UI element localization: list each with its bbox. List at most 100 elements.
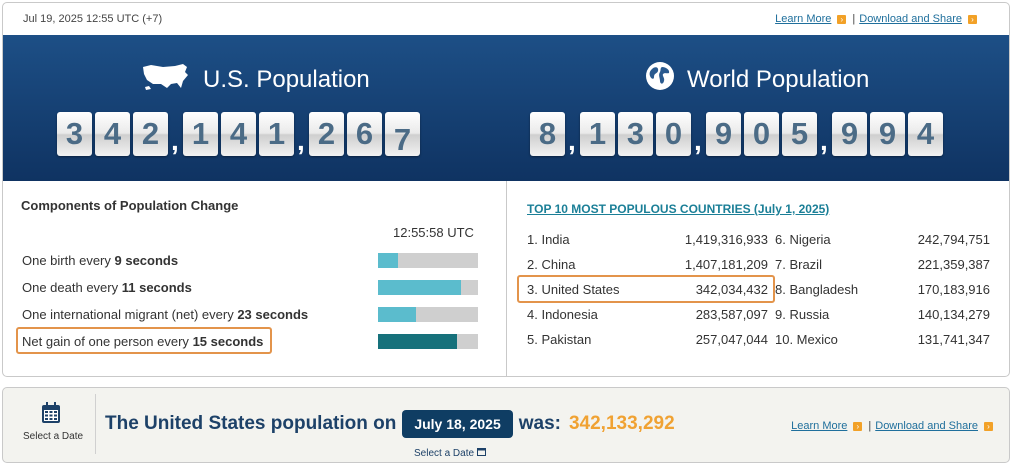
net-gain-progress-fill <box>378 334 457 349</box>
counter-digit: 7 <box>385 112 420 157</box>
counter-digit: 2 <box>133 112 168 156</box>
download-share-link[interactable]: Download and Share <box>875 420 978 432</box>
counter-digit: 5 <box>782 112 817 156</box>
components-of-change: Components of Population Change 12:55:58… <box>3 181 506 376</box>
population-on-date-value: 342,133,292 <box>568 413 675 434</box>
section-divider <box>506 181 507 376</box>
bottom-links: Learn More › | Download and Share › <box>791 420 999 432</box>
counter-comma: , <box>820 125 828 156</box>
death-interval: 11 seconds <box>121 280 192 295</box>
components-time: 12:55:58 UTC <box>393 225 474 240</box>
counter-digit: 9 <box>870 112 905 156</box>
top-10-title-link[interactable]: TOP 10 MOST POPULOUS COUNTRIES (July 1, … <box>527 202 830 216</box>
us-population-title: U.S. Population <box>203 65 370 93</box>
birth-label: One birth every <box>22 253 115 268</box>
migrant-label: One international migrant (net) every <box>22 307 238 322</box>
country-population: 1,419,316,933 <box>684 232 768 247</box>
counter-digit: 1 <box>580 112 615 156</box>
select-date-link-label[interactable]: Select a Date <box>414 447 475 459</box>
counter-comma: , <box>694 125 702 156</box>
birth-row: One birth every 9 seconds <box>22 253 178 268</box>
death-row: One death every 11 seconds <box>22 280 192 295</box>
top-10-countries: TOP 10 MOST POPULOUS COUNTRIES (July 1, … <box>507 181 1009 376</box>
top-bar: Jul 19, 2025 12:55 UTC (+7) Learn More ›… <box>3 3 1009 35</box>
select-date-link[interactable]: Select a Date <box>414 447 487 459</box>
country-name: 10. Mexico <box>775 332 838 347</box>
world-population-title: World Population <box>687 65 870 93</box>
components-title: Components of Population Change <box>21 198 239 213</box>
population-on-date-card: Select a Date The United States populati… <box>2 387 1010 463</box>
death-label: One death every <box>22 280 122 295</box>
counter-comma: , <box>568 125 576 156</box>
timestamp: Jul 19, 2025 12:55 UTC (+7) <box>23 13 163 25</box>
select-date-label[interactable]: Select a Date <box>23 431 84 442</box>
country-population: 221,359,387 <box>917 257 990 272</box>
arrow-right-icon[interactable]: › <box>837 14 847 24</box>
country-name: 7. Brazil <box>775 257 822 272</box>
net-gain-label: Net gain of one person every <box>22 334 193 349</box>
counter-digit: 0 <box>656 112 691 156</box>
birth-progress-bar <box>378 253 478 268</box>
country-population: 257,047,044 <box>695 332 768 347</box>
counter-digit: 4 <box>908 112 943 156</box>
country-name: 8. Bangladesh <box>775 282 859 297</box>
counter-comma: , <box>171 125 179 156</box>
arrow-right-icon[interactable]: › <box>968 14 977 24</box>
date-picker-button[interactable]: July 18, 2025 <box>402 410 513 438</box>
link-separator: | <box>852 13 856 25</box>
link-separator: | <box>868 420 872 432</box>
net-gain-interval: 15 seconds <box>192 334 264 349</box>
birth-interval: 9 seconds <box>114 253 179 268</box>
country-population: 1,407,181,209 <box>684 257 768 272</box>
country-population: 342,034,432 <box>695 282 768 297</box>
population-clock-card: Jul 19, 2025 12:55 UTC (+7) Learn More ›… <box>2 2 1010 377</box>
counter-comma: , <box>297 125 305 156</box>
death-progress-fill <box>378 280 461 295</box>
country-population: 140,134,279 <box>917 307 990 322</box>
calendar-icon[interactable] <box>477 447 487 459</box>
net-gain-row: Net gain of one person every 15 seconds <box>22 334 263 349</box>
download-share-link[interactable]: Download and Share <box>859 13 962 25</box>
country-name: 9. Russia <box>775 307 830 322</box>
net-gain-highlight <box>16 327 272 354</box>
calendar-icon[interactable] <box>41 402 61 429</box>
migrant-row: One international migrant (net) every 23… <box>22 307 308 322</box>
learn-more-link[interactable]: Learn More <box>775 13 832 25</box>
net-gain-progress-bar <box>378 334 478 349</box>
us-population-heading: U.S. Population <box>141 61 370 98</box>
counter-digit: 4 <box>221 112 256 156</box>
country-name: 2. China <box>527 257 576 272</box>
select-date-button[interactable]: Select a Date <box>3 388 95 462</box>
migrant-interval: 23 seconds <box>237 307 309 322</box>
counter-digit: 3 <box>57 112 92 156</box>
counter-digit: 9 <box>706 112 741 156</box>
country-name: 3. United States <box>527 282 620 297</box>
arrow-right-icon[interactable]: › <box>984 421 993 431</box>
counter-digit: 0 <box>744 112 779 156</box>
arrow-right-icon[interactable]: › <box>853 421 863 431</box>
country-population: 242,794,751 <box>917 232 990 247</box>
counter-digit: 6 <box>347 112 382 156</box>
was-label: was: <box>518 413 561 434</box>
migrant-progress-bar <box>378 307 478 322</box>
sentence-prefix: The United States population on <box>105 413 397 434</box>
learn-more-link[interactable]: Learn More <box>791 420 848 432</box>
counter-digit: 1 <box>183 112 218 156</box>
country-name: 6. Nigeria <box>775 232 831 247</box>
counter-digit: 1 <box>259 112 294 156</box>
world-population-heading: World Population <box>645 61 869 98</box>
country-name: 4. Indonesia <box>527 307 598 322</box>
migrant-progress-fill <box>378 307 416 322</box>
country-population: 170,183,916 <box>917 282 990 297</box>
birth-progress-fill <box>378 253 398 268</box>
population-on-date-sentence: The United States population on July 18,… <box>105 410 675 438</box>
counter-digit: 9 <box>832 112 867 156</box>
top-links: Learn More › | Download and Share › <box>775 13 983 25</box>
country-name: 5. Pakistan <box>527 332 592 347</box>
united-states-highlight <box>517 275 775 303</box>
country-name: 1. India <box>527 232 570 247</box>
death-progress-bar <box>378 280 478 295</box>
